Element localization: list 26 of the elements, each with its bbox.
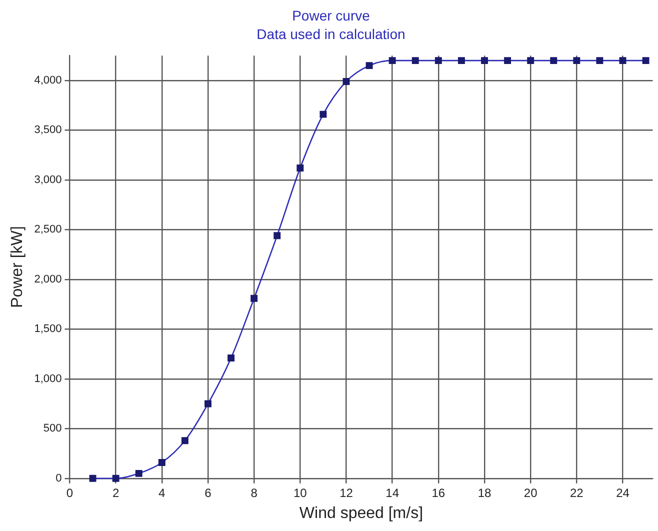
x-tick-label: 12 <box>340 486 354 500</box>
x-tick-label: 16 <box>432 486 446 500</box>
y-tick-label: 3,500 <box>34 124 62 136</box>
x-tick-label: 14 <box>386 486 400 500</box>
x-tick-label: 24 <box>616 486 630 500</box>
chart-title: Power curve <box>292 7 370 24</box>
y-tick-label: 3,000 <box>34 174 62 186</box>
y-tick-label: 4,000 <box>34 74 62 86</box>
y-tick-label: 2,500 <box>34 224 62 236</box>
y-tick-label: 2,000 <box>34 273 62 286</box>
chart-subtitle: Data used in calculation <box>256 26 406 42</box>
y-tick-label: 0 <box>56 472 62 484</box>
x-tick-label: 20 <box>524 486 538 500</box>
y-tick-label: 500 <box>43 422 62 435</box>
x-tick-label: 6 <box>204 486 212 500</box>
x-tick-label: 0 <box>66 486 74 500</box>
x-axis-title: Wind speed [m/s] <box>299 504 424 522</box>
x-tick-label: 10 <box>293 486 308 500</box>
x-tick-label: 18 <box>478 486 492 500</box>
x-tick-label: 22 <box>570 486 584 500</box>
x-tick-label: 2 <box>112 486 120 500</box>
y-axis-title: Power [kW] <box>9 226 26 308</box>
y-tick-label: 1,500 <box>34 323 62 336</box>
x-tick-label: 8 <box>250 486 258 500</box>
y-tick-label: 1,000 <box>34 372 62 385</box>
x-tick-label: 4 <box>158 486 166 500</box>
